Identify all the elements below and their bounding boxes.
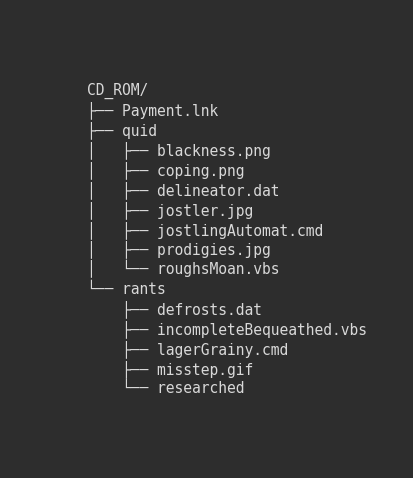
Text: ├── misstep.gif: ├── misstep.gif (87, 360, 253, 378)
Text: │   ├── blackness.png: │ ├── blackness.png (87, 141, 271, 159)
Text: │   ├── jostlingAutomat.cmd: │ ├── jostlingAutomat.cmd (87, 221, 323, 239)
Text: └── rants: └── rants (87, 282, 166, 297)
Text: │   ├── prodigies.jpg: │ ├── prodigies.jpg (87, 240, 271, 259)
Text: ├── defrosts.dat: ├── defrosts.dat (87, 300, 262, 318)
Text: │   ├── coping.png: │ ├── coping.png (87, 161, 244, 179)
Text: CD_ROM/: CD_ROM/ (87, 82, 148, 98)
Text: │   ├── delineator.dat: │ ├── delineator.dat (87, 181, 279, 199)
Text: └── researched: └── researched (87, 381, 244, 396)
Text: ├── quid: ├── quid (87, 121, 157, 139)
Text: │   └── roughsMoan.vbs: │ └── roughsMoan.vbs (87, 261, 279, 278)
Text: │   ├── jostler.jpg: │ ├── jostler.jpg (87, 201, 253, 218)
Text: ├── Payment.lnk: ├── Payment.lnk (87, 101, 218, 120)
Text: ├── incompleteBequeathed.vbs: ├── incompleteBequeathed.vbs (87, 320, 367, 338)
Text: ├── lagerGrainy.cmd: ├── lagerGrainy.cmd (87, 340, 288, 358)
